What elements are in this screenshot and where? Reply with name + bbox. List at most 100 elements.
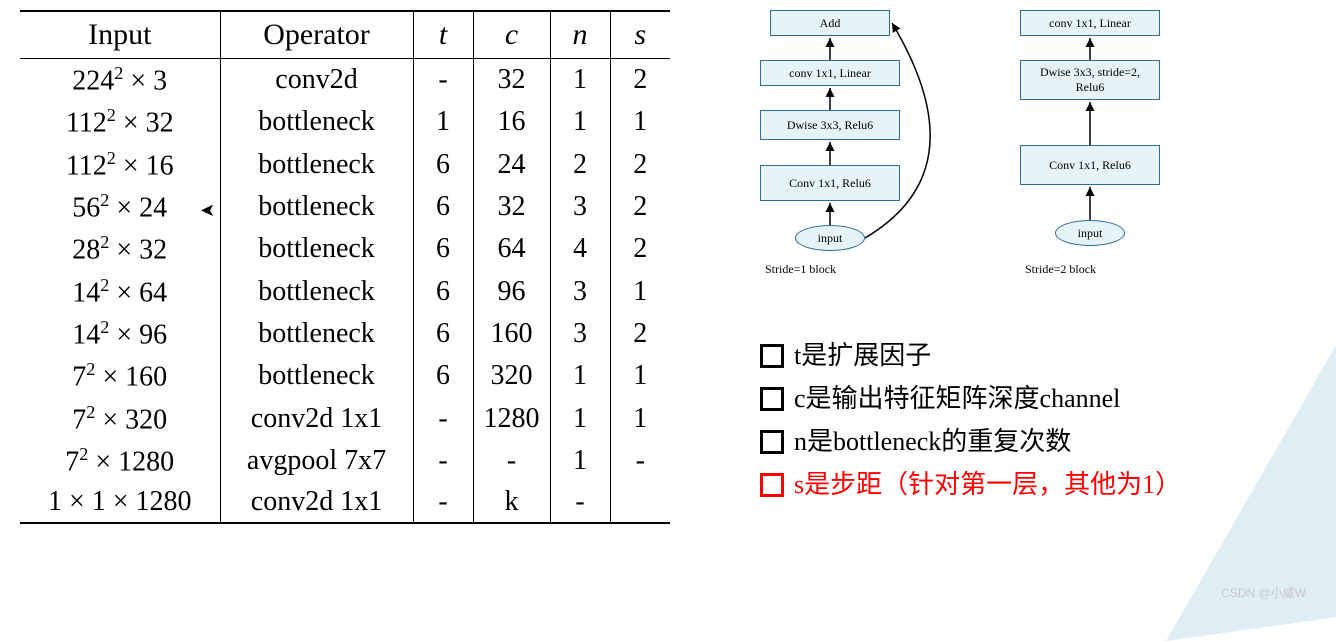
cell-s: 1 (610, 271, 670, 313)
diagram-block: conv 1x1, Linear (1020, 10, 1160, 36)
cell-s: 2 (610, 228, 670, 270)
cell-operator: bottleneck (220, 313, 413, 355)
cell-s: 1 (610, 355, 670, 397)
cursor-icon: ➤ (200, 200, 215, 221)
diagram-block: Add (770, 10, 890, 36)
table-header-row: Input Operator t c n s (20, 11, 670, 59)
cell-input: 1122 × 32 (20, 101, 220, 143)
cell-c: 24 (473, 144, 550, 186)
diagram-input-node: input (795, 225, 865, 251)
cell-input: 1122 × 16 (20, 144, 220, 186)
cell-s: 1 (610, 101, 670, 143)
cell-c: 64 (473, 228, 550, 270)
table-row: 282 × 32bottleneck66442 (20, 228, 670, 270)
cell-t: 6 (413, 186, 473, 228)
cell-s: 2 (610, 186, 670, 228)
diagram-block: Conv 1x1, Relu6 (1020, 145, 1160, 185)
cell-s: 2 (610, 313, 670, 355)
cell-operator: conv2d 1x1 (220, 482, 413, 523)
left-diagram-caption: Stride=1 block (765, 262, 836, 277)
diagram-block: Dwise 3x3, stride=2, Relu6 (1020, 60, 1160, 100)
diagram-block: Conv 1x1, Relu6 (760, 165, 900, 201)
cell-n: - (550, 482, 610, 523)
cell-t: - (413, 440, 473, 482)
cell-input: 142 × 96 (20, 313, 220, 355)
cell-n: 2 (550, 144, 610, 186)
right-diagram-caption: Stride=2 block (1025, 262, 1096, 277)
legend-item: n是bottleneck的重复次数 (760, 422, 1181, 461)
cell-c: 32 (473, 59, 550, 102)
col-s: s (610, 11, 670, 59)
cell-t: 6 (413, 144, 473, 186)
cell-operator: bottleneck (220, 355, 413, 397)
table-row: 1 × 1 × 1280conv2d 1x1-k- (20, 482, 670, 523)
cell-c: 160 (473, 313, 550, 355)
col-t: t (413, 11, 473, 59)
cell-input: 2242 × 3 (20, 59, 220, 102)
diagram-block: conv 1x1, Linear (760, 60, 900, 86)
cell-c: k (473, 482, 550, 523)
table-row: 1122 × 32bottleneck11611 (20, 101, 670, 143)
col-c: c (473, 11, 550, 59)
cell-n: 1 (550, 59, 610, 102)
diagram-block: Dwise 3x3, Relu6 (760, 110, 900, 140)
cell-c: 320 (473, 355, 550, 397)
table-row: 1122 × 16bottleneck62422 (20, 144, 670, 186)
cell-s (610, 482, 670, 523)
table-row: 2242 × 3conv2d-3212 (20, 59, 670, 102)
cell-c: 96 (473, 271, 550, 313)
table-row: 72 × 160bottleneck632011 (20, 355, 670, 397)
watermark: CSDN @小威W (1221, 584, 1306, 601)
cell-operator: bottleneck (220, 186, 413, 228)
cell-n: 1 (550, 398, 610, 440)
table-row: 72 × 320conv2d 1x1-128011 (20, 398, 670, 440)
cell-operator: conv2d (220, 59, 413, 102)
col-input: Input (20, 11, 220, 59)
cell-c: - (473, 440, 550, 482)
cell-n: 1 (550, 101, 610, 143)
cell-input: 72 × 320 (20, 398, 220, 440)
cell-input: 72 × 160 (20, 355, 220, 397)
cell-input: 142 × 64 (20, 271, 220, 313)
cell-t: - (413, 398, 473, 440)
legend-item: t是扩展因子 (760, 336, 1181, 375)
diagram-input-node: input (1055, 220, 1125, 246)
cell-s: - (610, 440, 670, 482)
cell-n: 3 (550, 271, 610, 313)
legend-item: c是输出特征矩阵深度channel (760, 379, 1181, 418)
cell-s: 1 (610, 398, 670, 440)
cell-s: 2 (610, 59, 670, 102)
table-row: 142 × 64bottleneck69631 (20, 271, 670, 313)
cell-n: 1 (550, 440, 610, 482)
cell-t: 6 (413, 313, 473, 355)
cell-input: 72 × 1280 (20, 440, 220, 482)
cell-t: 6 (413, 355, 473, 397)
table-row: 142 × 96bottleneck616032 (20, 313, 670, 355)
legend-item: s是步距（针对第一层，其他为1） (760, 465, 1181, 504)
cell-operator: bottleneck (220, 144, 413, 186)
cell-n: 1 (550, 355, 610, 397)
cell-c: 16 (473, 101, 550, 143)
cell-t: 6 (413, 228, 473, 270)
cell-n: 4 (550, 228, 610, 270)
legend-list: t是扩展因子 c是输出特征矩阵深度channel n是bottleneck的重复次数… (720, 336, 1181, 508)
cell-s: 2 (610, 144, 670, 186)
col-operator: Operator (220, 11, 413, 59)
cell-c: 1280 (473, 398, 550, 440)
cell-input: 562 × 24 (20, 186, 220, 228)
cell-operator: conv2d 1x1 (220, 398, 413, 440)
cell-n: 3 (550, 313, 610, 355)
cell-operator: bottleneck (220, 271, 413, 313)
table-row: 562 × 24bottleneck63232 (20, 186, 670, 228)
cell-n: 3 (550, 186, 610, 228)
cell-operator: bottleneck (220, 228, 413, 270)
cell-t: - (413, 59, 473, 102)
col-n: n (550, 11, 610, 59)
cell-input: 282 × 32 (20, 228, 220, 270)
cell-c: 32 (473, 186, 550, 228)
architecture-table: Input Operator t c n s 2242 × 3conv2d-32… (20, 10, 670, 524)
cell-operator: avgpool 7x7 (220, 440, 413, 482)
table-row: 72 × 1280avgpool 7x7--1- (20, 440, 670, 482)
cell-t: 1 (413, 101, 473, 143)
cell-t: 6 (413, 271, 473, 313)
